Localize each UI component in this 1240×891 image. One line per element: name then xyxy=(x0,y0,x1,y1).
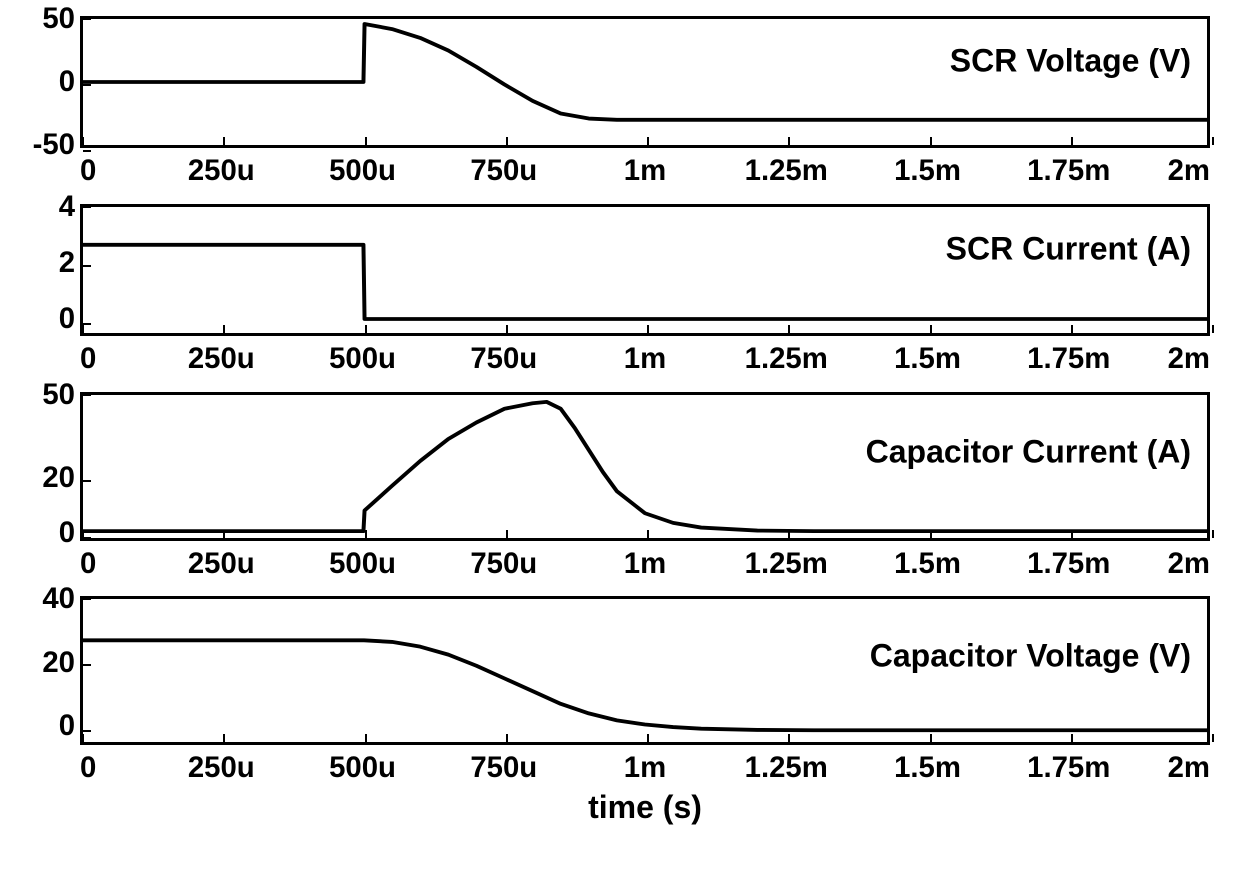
xtick-label: 0 xyxy=(80,154,96,188)
xtick-label: 500u xyxy=(329,342,396,376)
xtick-row: 0 250u 500u 750u 1m 1.25m 1.5m 1.75m 2m xyxy=(80,336,1210,376)
xtick-label: 500u xyxy=(329,547,396,581)
ytick-label: 20 xyxy=(42,461,75,495)
xtick-row: 0 250u 500u 750u 1m 1.25m 1.5m 1.75m 2m xyxy=(80,745,1210,785)
panel-title: Capacitor Current (A) xyxy=(864,434,1193,471)
panel-title: Capacitor Voltage (V) xyxy=(868,638,1193,675)
xtick-mark xyxy=(1212,137,1214,145)
xtick-label: 0 xyxy=(80,751,96,785)
ytick-label: 0 xyxy=(59,65,75,99)
xtick-label: 1m xyxy=(624,751,666,785)
ytick-label: -50 xyxy=(33,128,75,162)
ytick-label: 0 xyxy=(59,302,75,336)
xtick-label: 1.25m xyxy=(745,154,828,188)
panel-scr_current: 024SCR Current (A) 0 250u 500u 750u 1m 1.25m 1.… xyxy=(80,204,1210,376)
xtick-label: 500u xyxy=(329,154,396,188)
xtick-label: 1.25m xyxy=(745,547,828,581)
figure: -50050SCR Voltage (V)0250u500u750u1m1.25… xyxy=(0,0,1240,891)
xtick-label: 2m xyxy=(1168,751,1210,785)
ytick-label: 4 xyxy=(59,190,75,224)
plot-box: -50050SCR Voltage (V) xyxy=(80,16,1210,148)
xtick-label: 2m xyxy=(1168,154,1210,188)
xtick-label: 1.75m xyxy=(1027,751,1110,785)
xtick-label: 1.5m xyxy=(894,154,961,188)
xtick-label: 750u xyxy=(470,342,537,376)
ytick-label: 50 xyxy=(42,2,75,36)
xtick-label: 0 xyxy=(80,547,96,581)
xtick-label: 750u xyxy=(470,154,537,188)
panel-cap_voltage: 02040Capacitor Voltage (V) 0 250u 500u 750u 1… xyxy=(80,596,1210,785)
xtick-mark xyxy=(1212,325,1214,333)
xtick-label: 1.25m xyxy=(745,751,828,785)
xtick-label: 1.75m xyxy=(1027,154,1110,188)
xtick-row: 0 250u 500u 750u 1m 1.25m 1.5m 1.75m 2m xyxy=(80,148,1210,188)
xtick-label: 0 xyxy=(80,342,96,376)
panel-title: SCR Current (A) xyxy=(944,230,1193,267)
ytick-label: 0 xyxy=(59,516,75,550)
xtick-label: 1.75m xyxy=(1027,547,1110,581)
ytick-label: 40 xyxy=(42,582,75,616)
plot-box: 02040Capacitor Voltage (V) xyxy=(80,596,1210,745)
xtick-label: 1.5m xyxy=(894,342,961,376)
xtick-row: 0 250u 500u 750u 1m 1.25m 1.5m 1.75m 2m xyxy=(80,541,1210,581)
xtick-label: 250u xyxy=(188,751,255,785)
plot-svg xyxy=(83,19,1207,145)
xtick-label: 1m xyxy=(624,342,666,376)
ytick-label: 50 xyxy=(42,378,75,412)
xtick-label: 1.25m xyxy=(745,342,828,376)
xtick-label: 750u xyxy=(470,751,537,785)
xtick-label: 1m xyxy=(624,154,666,188)
xtick-mark xyxy=(1212,734,1214,742)
plot-box: 024SCR Current (A) xyxy=(80,204,1210,336)
ytick-label: 0 xyxy=(59,709,75,743)
xtick-label: 2m xyxy=(1168,547,1210,581)
global-xlabel: time (s) xyxy=(588,789,702,826)
plot-svg xyxy=(83,207,1207,333)
panel-cap_current: 02050Capacitor Current (A) 0 250u 500u 750u 1… xyxy=(80,392,1210,581)
panel-title: SCR Voltage (V) xyxy=(948,42,1193,79)
xtick-label: 1.5m xyxy=(894,547,961,581)
xtick-label: 500u xyxy=(329,751,396,785)
panel-scr_voltage: -50050SCR Voltage (V) 0 250u 500u 750u 1m 1.25… xyxy=(80,16,1210,188)
xtick-label: 250u xyxy=(188,547,255,581)
xtick-label: 750u xyxy=(470,547,537,581)
xtick-label: 250u xyxy=(188,342,255,376)
xtick-label: 1.75m xyxy=(1027,342,1110,376)
xtick-mark xyxy=(1212,530,1214,538)
xtick-label: 1.5m xyxy=(894,751,961,785)
xtick-label: 250u xyxy=(188,154,255,188)
ytick-label: 20 xyxy=(42,646,75,680)
xtick-label: 2m xyxy=(1168,342,1210,376)
ytick-label: 2 xyxy=(59,246,75,280)
xtick-label: 1m xyxy=(624,547,666,581)
plot-box: 02050Capacitor Current (A) xyxy=(80,392,1210,541)
